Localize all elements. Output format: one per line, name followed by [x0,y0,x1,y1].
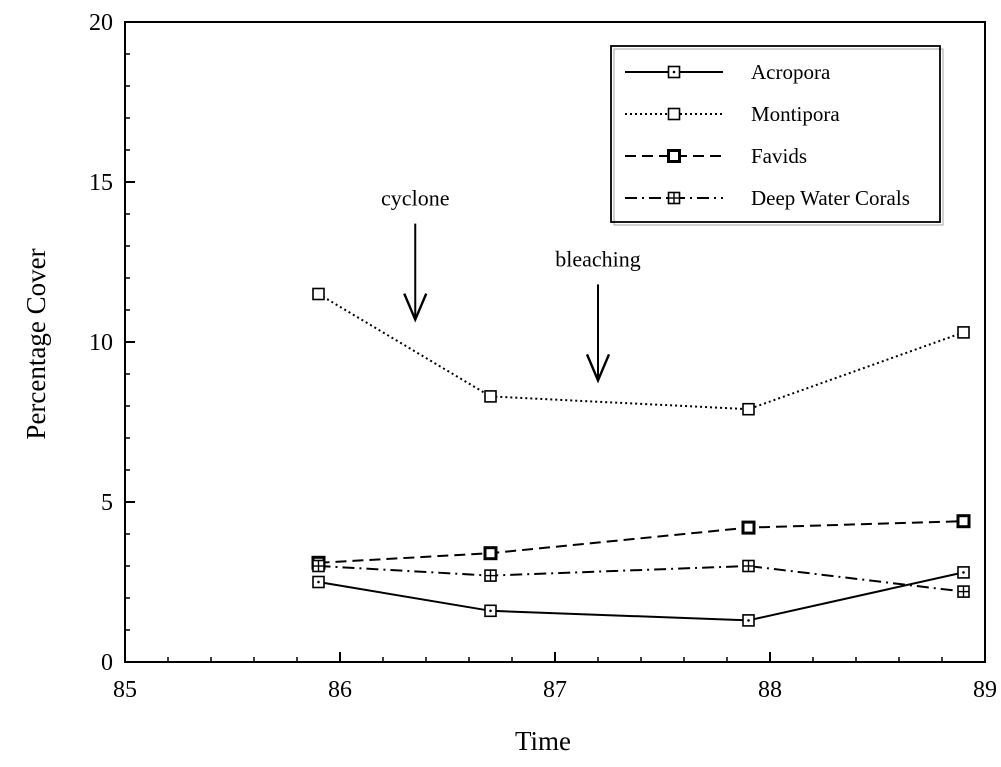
legend-item: Montipora [625,102,840,126]
marker-square [956,514,971,529]
legend-item: Acropora [625,60,831,84]
data-point [957,585,970,598]
series-acropora [312,566,970,627]
series-line [318,564,964,593]
series-favids [311,514,971,570]
marker-dot [962,571,965,574]
y-tick-label: 10 [89,330,113,356]
marker-square [483,546,498,561]
marker-dot [747,619,750,622]
series-montipora [312,287,970,416]
annotation-label: bleaching [555,246,641,271]
legend-box [610,45,941,223]
y-tick-label: 0 [101,650,113,676]
series-layer [311,287,971,627]
series-line [317,293,964,411]
data-point [484,604,497,618]
axes: 0 5 10 15 20 85 86 87 88 89 [89,10,997,703]
legend-label: Montipora [751,102,840,126]
annotation-bleaching: bleaching [555,246,641,384]
legend-marker [667,149,681,163]
legend-item: Favids [625,144,807,168]
x-axis-title: Time [515,726,571,756]
legend: Acropora Montipora Favids Deep Water Corals [610,45,944,226]
annotation-arrow-head [585,353,611,384]
data-point [312,575,325,589]
legend-item: Deep Water Corals [625,186,910,210]
annotation-label: cyclone [381,186,449,211]
x-tick-label: 89 [973,677,997,703]
marker-square [484,390,497,403]
x-tick-label: 88 [758,677,782,703]
legend-marker [667,107,681,121]
data-point [956,514,971,529]
marker-dot [672,70,676,74]
y-tick-label: 15 [89,170,113,196]
x-tick-label: 85 [113,677,137,703]
data-point [742,614,755,627]
legend-label: Favids [751,144,807,168]
y-tick-label: 20 [89,10,113,36]
legend-label: Deep Water Corals [751,186,910,210]
marker-square [667,107,681,121]
marker-dot [317,580,320,584]
data-point [742,402,755,416]
data-point [483,546,498,561]
marker-square [741,520,756,535]
data-point [742,559,755,573]
data-point [484,390,497,403]
legend-marker [667,191,681,205]
marker-square [312,287,325,301]
marker-square [742,402,755,416]
x-tick-label: 87 [543,677,567,703]
marker-square [667,149,681,163]
series-line [318,571,964,622]
marker-dot [489,609,492,613]
data-point [741,520,756,535]
data-point [957,326,970,339]
legend-shadow [613,48,944,226]
marker-square [957,326,970,339]
series-line [318,520,964,564]
data-point [484,569,497,582]
data-point [312,287,325,301]
series-deep-water-corals [312,559,970,598]
y-axis-title: Percentage Cover [21,248,51,439]
x-tick-label: 86 [328,677,352,703]
annotation-cyclone: cyclone [381,186,449,323]
legend-label: Acropora [751,60,831,84]
annotation-layer: cyclone bleaching [381,186,641,384]
annotation-arrow-head [403,293,428,323]
data-point [957,566,970,579]
y-tick-label: 5 [101,490,113,516]
data-point [312,559,325,573]
legend-marker [667,65,681,79]
